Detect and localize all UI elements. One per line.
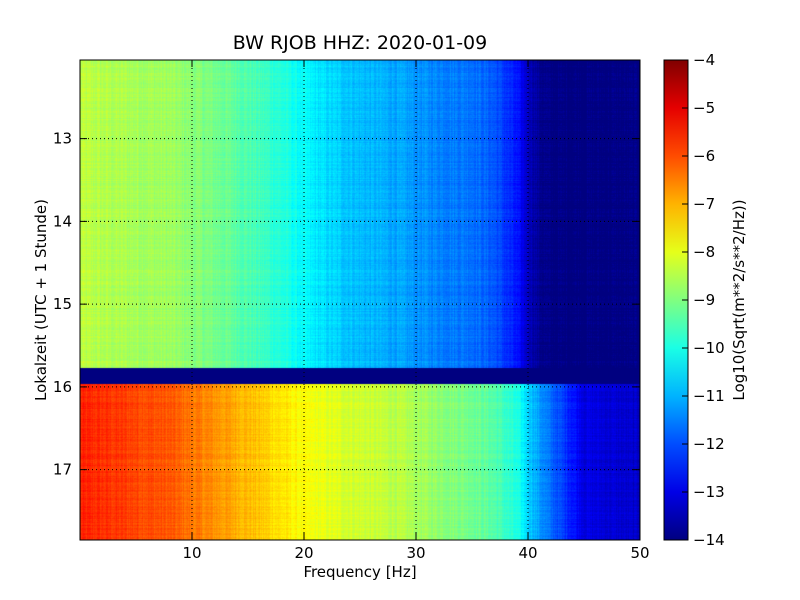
colorbar-tick-label: −13 — [693, 483, 725, 501]
y-axis: 13 14 15 16 17 — [53, 130, 640, 479]
colorbar-tick-label: −4 — [693, 51, 715, 69]
heatmap-plot — [80, 60, 640, 540]
chart-title: BW RJOB HHZ: 2020-01-09 — [233, 32, 487, 54]
colorbar-tick-label: −10 — [693, 339, 725, 357]
y-tick-label: 13 — [53, 130, 72, 148]
x-tick-label: 20 — [294, 544, 313, 562]
y-tick-label: 16 — [53, 378, 72, 396]
colorbar-tick-label: −12 — [693, 435, 725, 453]
grid-lines — [80, 60, 640, 540]
plot-frame — [79, 59, 641, 541]
x-axis-label: Frequency [Hz] — [303, 563, 416, 581]
y-axis-label: Lokalzeit (UTC + 1 Stunde) — [32, 199, 50, 401]
colorbar-label: Log10(Sqrt(m**2/s**2/Hz)) — [730, 199, 748, 400]
colorbar-axis: −4 −5 −6 −7 −8 −9 −10 −11 −12 −13 −14 — [682, 51, 725, 549]
heatmap-image — [80, 60, 640, 540]
colorbar-tick-label: −9 — [693, 291, 715, 309]
y-tick-label: 14 — [53, 212, 72, 230]
y-tick-label: 17 — [53, 461, 72, 479]
x-axis: 10 20 30 40 50 — [182, 60, 650, 562]
x-tick-label: 40 — [518, 544, 537, 562]
colorbar-tick-label: −6 — [693, 147, 715, 165]
colorbar-tick-label: −14 — [693, 531, 725, 549]
colorbar-tick-label: −7 — [693, 195, 715, 213]
x-tick-label: 30 — [406, 544, 425, 562]
x-tick-label: 50 — [630, 544, 649, 562]
colorbar-tick-label: −11 — [693, 387, 725, 405]
y-tick-label: 15 — [53, 295, 72, 313]
x-tick-label: 10 — [182, 544, 201, 562]
colorbar-tick-label: −5 — [693, 99, 715, 117]
colorbar-tick-label: −8 — [693, 243, 715, 261]
